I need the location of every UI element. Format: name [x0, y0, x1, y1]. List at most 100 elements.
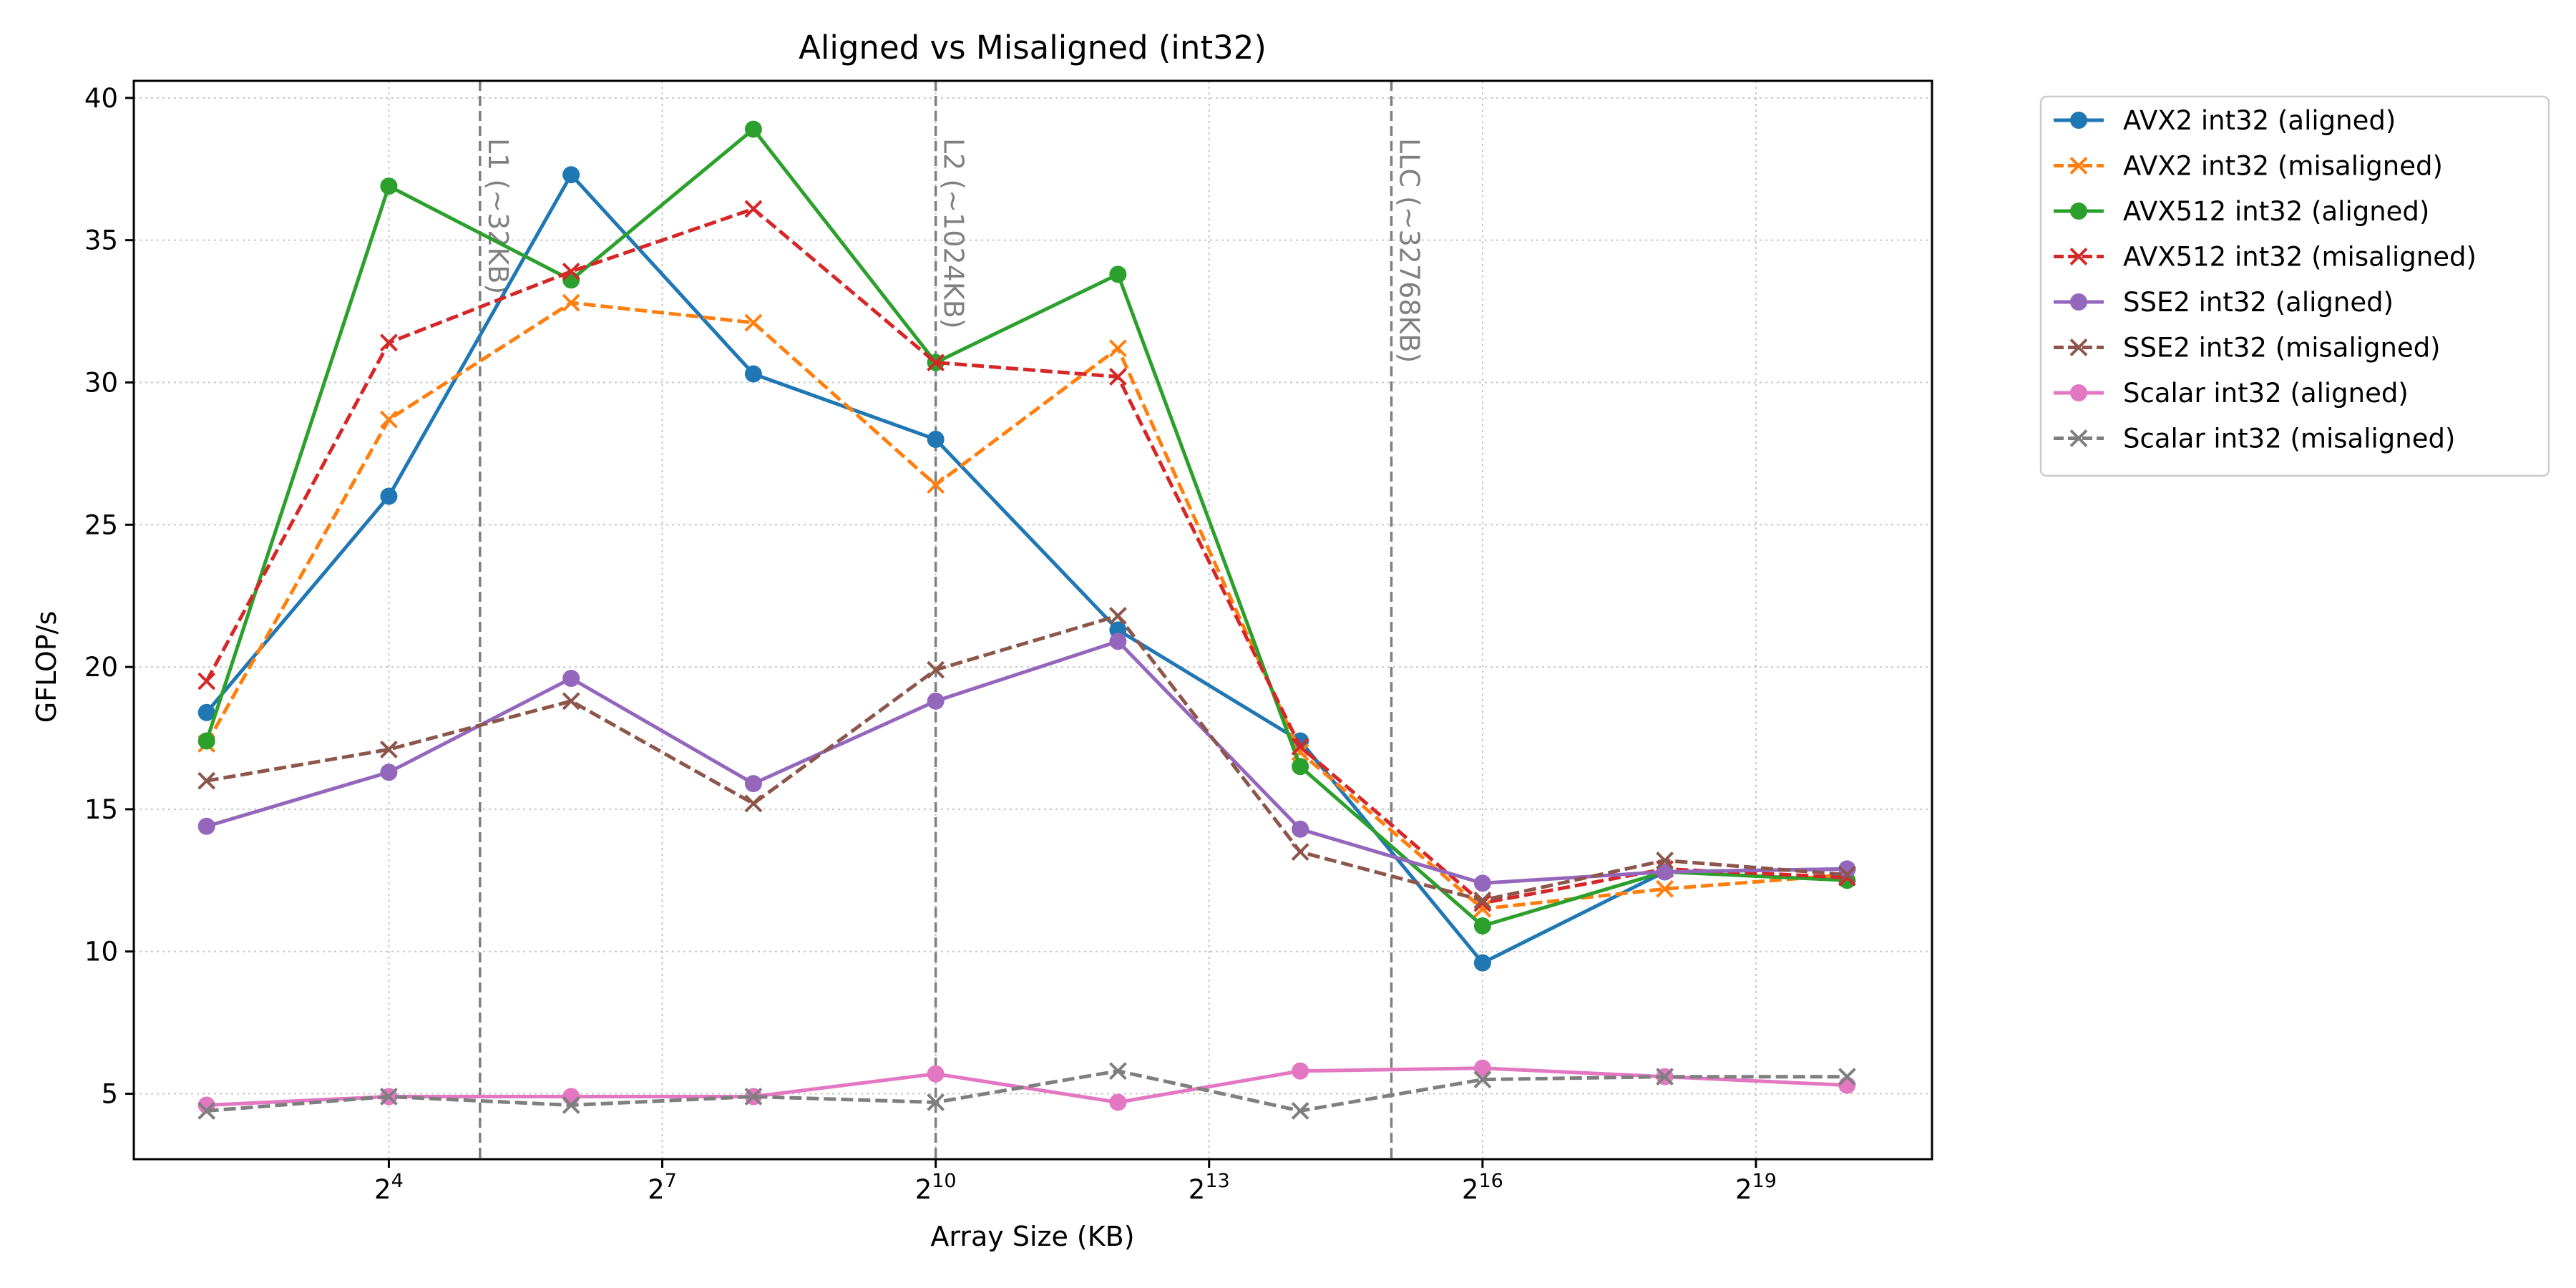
x-tick-label: 219 [1735, 1170, 1777, 1205]
data-point [1838, 860, 1856, 878]
legend-label: Scalar int32 (aligned) [2123, 378, 2409, 409]
series-line [205, 127, 1848, 928]
data-point [562, 1088, 580, 1106]
data-point [1656, 879, 1674, 898]
chart-title: Aligned vs Misaligned (int32) [799, 29, 1267, 67]
data-point [744, 365, 762, 383]
legend-box [2039, 95, 2550, 477]
x-tick-label: 213 [1189, 1170, 1230, 1205]
data-point [1109, 633, 1127, 650]
legend-marker [2069, 248, 2088, 265]
data-point [562, 692, 580, 711]
data-point [1656, 1068, 1674, 1086]
data-point [744, 200, 763, 218]
legend-marker [2069, 338, 2088, 356]
data-point [1656, 852, 1674, 869]
data-point [562, 166, 580, 184]
data-point [197, 703, 215, 721]
axes-frame [132, 79, 1933, 1161]
data-point [927, 476, 945, 494]
data-point [927, 431, 945, 449]
data-point [927, 660, 945, 679]
data-point [380, 487, 398, 505]
legend-marker [2069, 157, 2088, 175]
y-tick-label: 15 [84, 794, 118, 825]
series-line [205, 172, 1848, 965]
data-point [1473, 1059, 1491, 1077]
legend-label: AVX512 int32 (misaligned) [2123, 242, 2477, 273]
data-point [1292, 758, 1309, 776]
data-point [744, 775, 762, 793]
x-tick-label: 24 [374, 1170, 404, 1205]
data-point [380, 741, 398, 758]
data-point [1656, 863, 1674, 881]
data-point [197, 732, 215, 750]
cache-reference-label: L1 (~32KB) [482, 138, 514, 294]
data-point [1292, 820, 1309, 838]
x-tick-label: 216 [1462, 1170, 1503, 1205]
y-tick-label: 10 [84, 937, 118, 967]
legend-marker [2070, 112, 2087, 129]
data-point [380, 177, 398, 195]
data-point [380, 1088, 398, 1106]
data-point [1291, 843, 1309, 861]
data-point [197, 817, 215, 835]
y-tick-label: 20 [84, 652, 118, 683]
data-point [380, 333, 398, 352]
data-point [562, 1096, 580, 1114]
plot-area: L1 (~32KB) L2 (~1024KB) LLC (~32768KB) 5 10 1… [84, 79, 1933, 1205]
data-point [1109, 265, 1127, 283]
series-line [205, 207, 1848, 905]
data-point [1292, 1062, 1309, 1080]
y-axis-label: GFLOP/s [31, 611, 62, 723]
legend-label: AVX2 int32 (aligned) [2123, 105, 2396, 136]
legend-marker [2069, 429, 2088, 447]
data-point [197, 771, 216, 790]
y-tick-label: 40 [84, 83, 118, 114]
data-point [1473, 891, 1492, 909]
y-tick-label: 35 [84, 225, 118, 256]
legend-marker [2070, 203, 2087, 220]
x-tick-label: 210 [915, 1170, 957, 1205]
data-point [1109, 1093, 1127, 1111]
legend-label: Scalar int32 (misaligned) [2123, 424, 2455, 454]
data-point [744, 1088, 763, 1106]
data-point [1108, 368, 1127, 386]
data-point [562, 670, 580, 688]
data-point [1108, 339, 1127, 358]
data-point [1838, 865, 1856, 884]
data-point [927, 353, 945, 372]
data-point [562, 262, 580, 280]
y-tick-label: 5 [101, 1079, 118, 1110]
series-line [206, 614, 1848, 902]
series-line [206, 1066, 1848, 1107]
data-point [1108, 1062, 1127, 1080]
cache-reference-label: LLC (~32768KB) [1393, 138, 1425, 363]
data-point [1291, 1101, 1309, 1120]
y-tick-label: 30 [84, 367, 118, 398]
legend-marker [2070, 384, 2087, 401]
legend-label: AVX512 int32 (aligned) [2123, 196, 2429, 227]
data-point [1838, 1068, 1856, 1086]
data-point [744, 313, 763, 332]
cache-reference-label: L2 (~1024KB) [938, 138, 970, 329]
data-point [380, 410, 398, 429]
data-point [927, 692, 945, 710]
legend: AVX2 int32 (aligned) AVX2 int32 (misalign… [2039, 95, 2550, 477]
data-point [1473, 917, 1491, 935]
legend-label: AVX2 int32 (misaligned) [2123, 151, 2443, 182]
data-point [1108, 607, 1127, 625]
data-point [1473, 954, 1491, 972]
legend-label: SSE2 int32 (misaligned) [2123, 333, 2441, 364]
data-point [197, 1101, 216, 1120]
data-point [197, 672, 216, 691]
data-point [744, 120, 762, 138]
data-point [562, 293, 580, 312]
legend-label: SSE2 int32 (aligned) [2123, 287, 2394, 318]
series-line [206, 1069, 1848, 1113]
data-point [1838, 1076, 1856, 1094]
data-point [1473, 874, 1491, 892]
data-point [1473, 1070, 1492, 1089]
x-tick-label: 27 [648, 1170, 677, 1205]
